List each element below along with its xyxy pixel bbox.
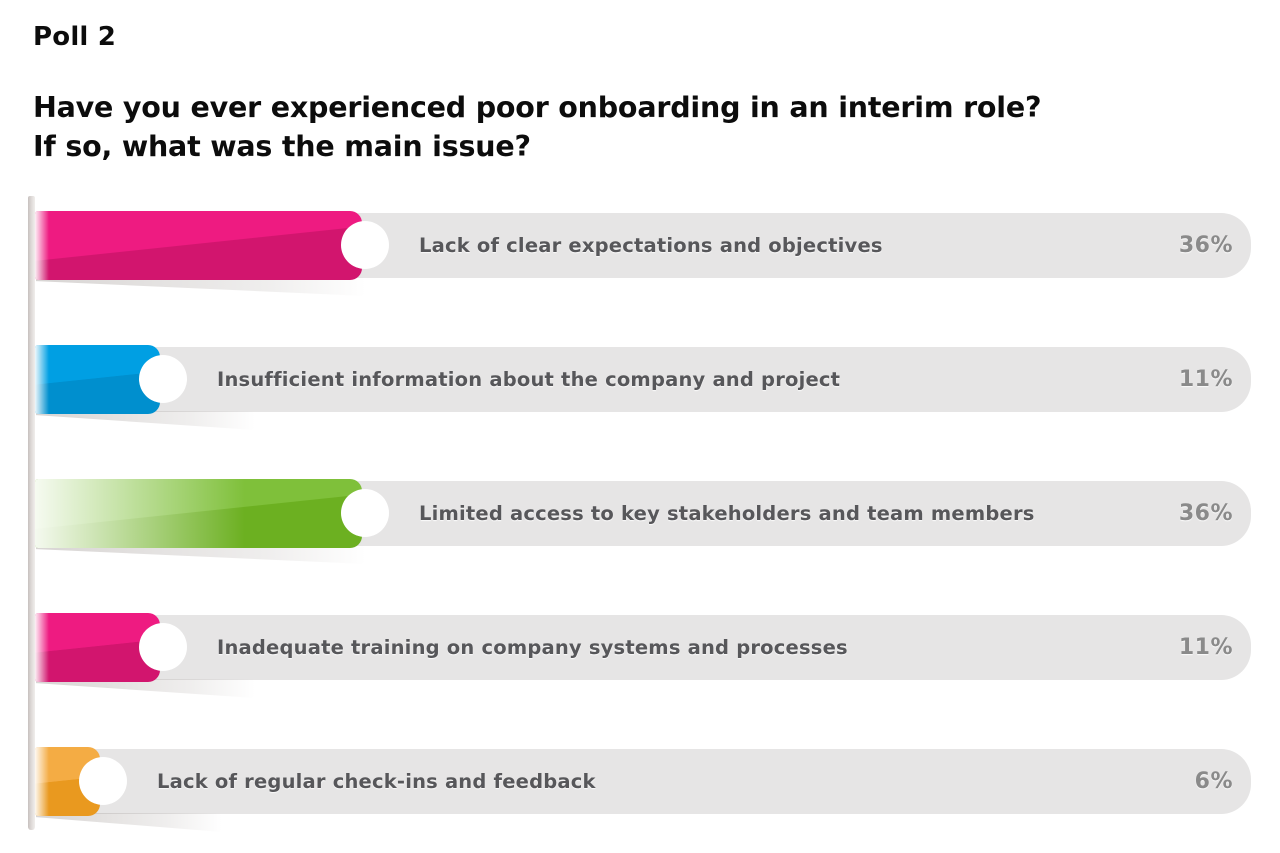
bar-label: Insufficient information about the compa… — [217, 368, 841, 391]
bar-value: 11% — [1178, 635, 1233, 660]
bar-left-fade — [35, 479, 362, 548]
poll-question: Have you ever experienced poor onboardin… — [33, 91, 1042, 163]
poll-bar-row: Inadequate training on company systems a… — [35, 613, 1251, 698]
bar-endpoint-dot — [79, 757, 127, 805]
bar-value: 36% — [1178, 233, 1233, 258]
bar-value: 11% — [1178, 367, 1233, 392]
bar-endpoint-dot — [139, 355, 187, 403]
bar-fill — [35, 479, 362, 548]
poll-bar-row: Lack of clear expectations and objective… — [35, 211, 1251, 296]
bar-endpoint-dot — [139, 623, 187, 671]
bar-value: 6% — [1194, 769, 1233, 794]
poll-bar-row: Lack of regular check-ins and feedback 6% — [35, 747, 1251, 832]
bar-track — [35, 347, 1251, 412]
bar-label: Inadequate training on company systems a… — [217, 636, 848, 659]
bar-label: Lack of regular check-ins and feedback — [157, 770, 596, 793]
bar-endpoint-dot — [341, 221, 389, 269]
bar-value: 36% — [1178, 501, 1233, 526]
bar-fill — [35, 211, 362, 280]
poll-bar-row: Limited access to key stakeholders and t… — [35, 479, 1251, 564]
poll-number-label: Poll 2 — [33, 22, 117, 52]
bar-left-fade — [35, 211, 362, 280]
bar-endpoint-dot — [341, 489, 389, 537]
chart-axis-line — [28, 196, 35, 830]
bar-label: Lack of clear expectations and objective… — [419, 234, 883, 257]
bar-label: Limited access to key stakeholders and t… — [419, 502, 1035, 525]
bar-track — [35, 615, 1251, 680]
poll-bar-row: Insufficient information about the compa… — [35, 345, 1251, 430]
bar-track — [35, 749, 1251, 814]
